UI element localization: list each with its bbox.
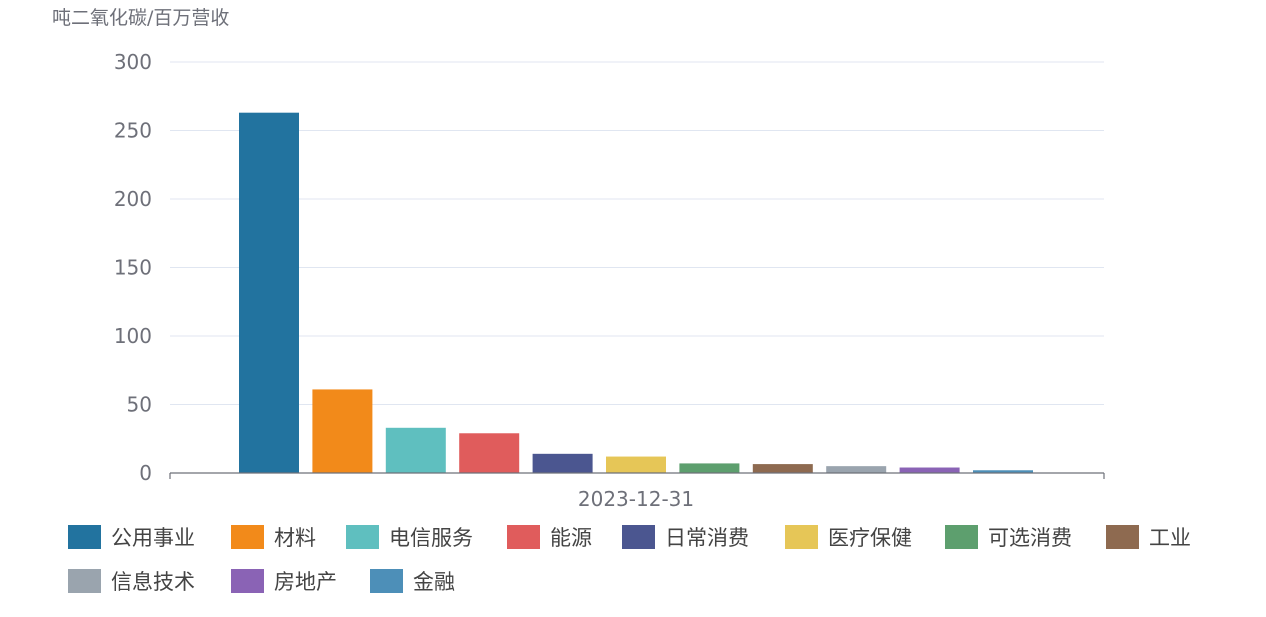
bar-11[interactable]	[973, 470, 1033, 473]
legend-item[interactable]: 公用事业	[68, 525, 195, 550]
bar-2[interactable]	[312, 389, 373, 473]
legend-label: 能源	[550, 526, 592, 550]
legend-swatch	[68, 525, 101, 549]
legend-item[interactable]: 材料	[231, 525, 316, 550]
y-tick-label: 300	[114, 50, 152, 74]
legend-swatch	[507, 525, 540, 549]
legend-swatch	[346, 525, 379, 549]
y-tick-label: 50	[127, 393, 152, 417]
bar-4[interactable]	[459, 433, 520, 473]
bar-1[interactable]	[239, 112, 299, 473]
legend-swatch	[622, 525, 655, 549]
legend-item[interactable]: 电信服务	[346, 525, 473, 550]
y-axis-ticks: 0 50 100 150 200 250 300	[114, 50, 152, 485]
legend-item[interactable]: 工业	[1106, 525, 1191, 550]
legend-item[interactable]: 房地产	[231, 569, 337, 594]
bar-7[interactable]	[679, 463, 740, 473]
legend-item[interactable]: 信息技术	[68, 569, 195, 594]
legend-swatch	[68, 569, 101, 593]
legend-item[interactable]: 日常消费	[622, 525, 749, 550]
bars	[239, 112, 1033, 473]
legend-swatch	[945, 525, 978, 549]
legend-label: 电信服务	[389, 526, 473, 550]
legend-swatch	[231, 525, 264, 549]
x-category-label: 2023-12-31	[578, 487, 694, 511]
bar-5[interactable]	[532, 453, 593, 473]
x-axis	[169, 472, 1105, 479]
y-tick-label: 0	[139, 461, 152, 485]
legend-label: 日常消费	[665, 526, 749, 550]
y-tick-label: 150	[114, 256, 152, 280]
bar-9[interactable]	[826, 466, 887, 473]
legend-label: 工业	[1149, 526, 1191, 550]
bar-6[interactable]	[606, 456, 666, 473]
legend-label: 房地产	[274, 570, 337, 594]
legend-swatch	[231, 569, 264, 593]
legend-swatch	[370, 569, 403, 593]
legend-item[interactable]: 医疗保健	[785, 525, 912, 550]
bar-10[interactable]	[899, 467, 960, 473]
legend-label: 公用事业	[111, 526, 195, 550]
legend-item[interactable]: 金融	[370, 569, 455, 594]
legend-label: 可选消费	[988, 526, 1072, 550]
bar-3[interactable]	[385, 427, 446, 473]
legend-item[interactable]: 可选消费	[945, 525, 1072, 550]
y-tick-label: 250	[114, 119, 152, 143]
y-tick-label: 200	[114, 187, 152, 211]
legend-swatch	[1106, 525, 1139, 549]
y-axis-label: 吨二氧化碳/百万营收	[52, 7, 229, 29]
legend-label: 医疗保健	[828, 526, 912, 550]
grid-lines	[170, 61, 1104, 405]
legend-label: 信息技术	[111, 570, 195, 594]
y-tick-label: 100	[114, 324, 152, 348]
legend-label: 材料	[274, 526, 316, 550]
legend-swatch	[785, 525, 818, 549]
legend-label: 金融	[413, 570, 455, 594]
legend-item[interactable]: 能源	[507, 525, 592, 550]
bar-8[interactable]	[752, 464, 813, 473]
